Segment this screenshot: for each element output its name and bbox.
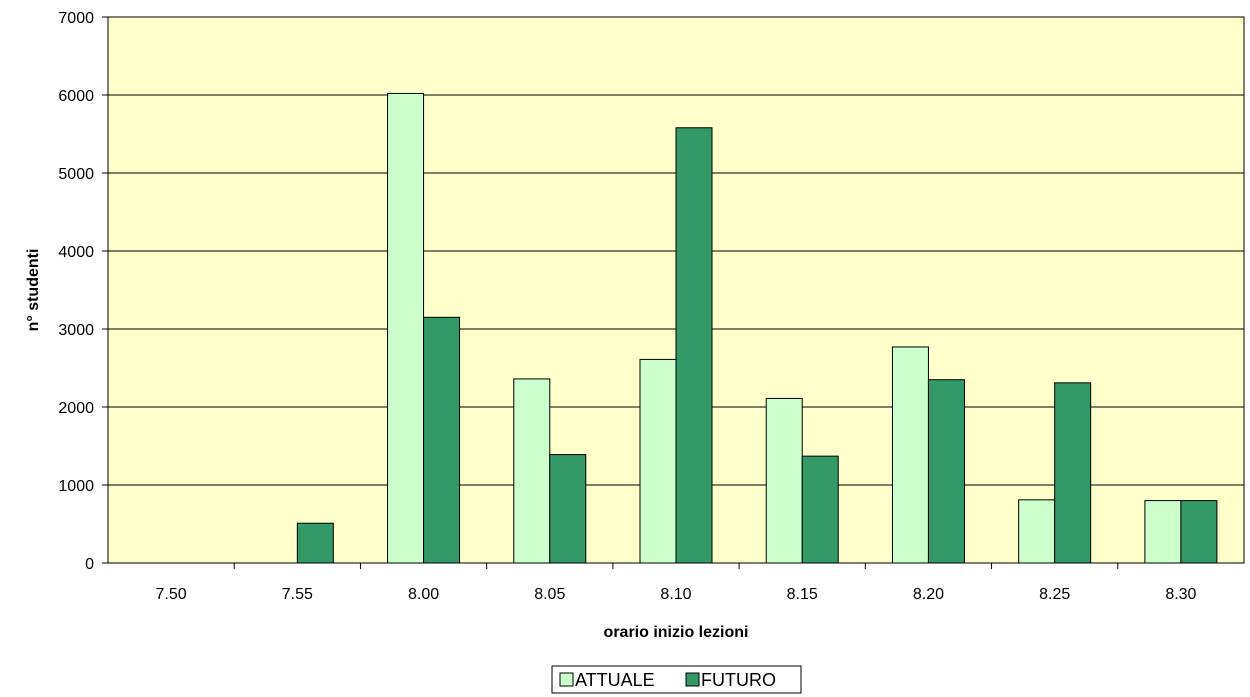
x-tick-label: 8.00 xyxy=(408,586,439,603)
bar-futuro-8.00 xyxy=(423,316,461,564)
legend-label-attuale: ATTUALE xyxy=(575,670,655,690)
x-tick-label: 8.05 xyxy=(534,586,565,603)
x-tick-label: 7.55 xyxy=(282,586,313,603)
x-tick-label: 8.15 xyxy=(787,586,818,603)
x-tick-label: 8.10 xyxy=(660,586,691,603)
x-tick-label: 8.30 xyxy=(1165,586,1196,603)
x-tick-label: 7.50 xyxy=(156,586,187,603)
y-tick-label: 4000 xyxy=(58,244,94,261)
y-tick-label: 0 xyxy=(85,556,94,573)
y-tick-label: 3000 xyxy=(58,322,94,339)
y-tick-label: 2000 xyxy=(58,400,94,417)
legend-swatch-futuro xyxy=(685,672,700,687)
bar-futuro-8.05 xyxy=(549,454,587,564)
legend-label-futuro: FUTURO xyxy=(701,670,776,690)
bar-futuro-8.20 xyxy=(927,379,965,564)
legend-box xyxy=(551,665,802,694)
bar-attuale-8.00 xyxy=(387,92,425,564)
x-tick-label: 8.20 xyxy=(913,586,944,603)
x-tick-label: 8.25 xyxy=(1039,586,1070,603)
y-axis-title: n° studenti xyxy=(25,249,42,332)
legend-swatch-attuale xyxy=(559,672,574,687)
bar-futuro-8.15 xyxy=(801,455,839,564)
x-axis-ticks: 7.50 7.55 8.00 8.05 8.10 8.15 8.20 8.25 8.30 xyxy=(156,563,1197,603)
y-tick-label: 5000 xyxy=(58,166,94,183)
y-tick-label: 1000 xyxy=(58,478,94,495)
bar-attuale-8.10 xyxy=(639,358,677,564)
bar-attuale-8.30 xyxy=(1144,500,1182,564)
bar-attuale-8.20 xyxy=(891,346,929,564)
bar-futuro-8.10 xyxy=(675,127,713,564)
y-tick-label: 7000 xyxy=(58,10,94,27)
y-tick-label: 6000 xyxy=(58,88,94,105)
bar-futuro-7.55 xyxy=(296,522,334,564)
bar-attuale-8.15 xyxy=(765,397,803,564)
bar-futuro-8.25 xyxy=(1054,382,1092,564)
bar-attuale-8.25 xyxy=(1018,499,1056,564)
legend: ATTUALE FUTURO xyxy=(551,665,802,694)
bar-attuale-8.05 xyxy=(513,378,551,564)
x-axis-title: orario inizio lezioni xyxy=(604,624,749,641)
bar-futuro-8.30 xyxy=(1180,500,1218,564)
y-axis-ticks: 0 1000 2000 3000 4000 5000 6000 7000 xyxy=(58,10,108,573)
bars xyxy=(296,92,1218,564)
